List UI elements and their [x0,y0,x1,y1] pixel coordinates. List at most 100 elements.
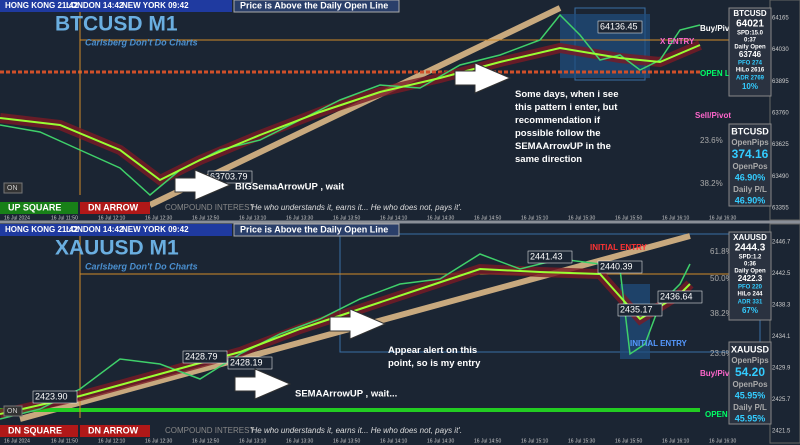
line-label: Sell/Pivot [695,111,731,120]
fib-label: 38.2% [710,309,733,318]
x-tick-label: 16 Jul 15:30 [568,215,595,221]
info-symbol: BTCUSD [733,9,767,18]
y-tick-label: 2425.7 [772,397,791,403]
x-tick-label: 16 Jul 13:50 [333,215,360,221]
x-tick-label: 16 Jul 15:10 [521,438,548,444]
x-tick-label: 16 Jul 14:30 [427,215,454,221]
fib-label: 38.2% [700,179,723,188]
y-tick-label: 2438.3 [772,303,791,309]
button [0,425,78,437]
status-bar [233,0,400,13]
x-tick-label: 16 Jul 13:10 [239,438,266,444]
arrow-icon [234,368,292,400]
x-tick-label: 16 Jul 15:50 [615,215,642,221]
info-box [728,231,772,321]
x-tick-label: 16 Jul 2024 [4,438,30,444]
info-pfo: PFO 220 [738,285,763,291]
arrow-icon [174,169,232,201]
note: BIGSemaArrowUP , wait [235,182,345,193]
line-label: X ENTRY [660,37,695,46]
info-timer: 0:37 [744,38,757,44]
price-axis [769,223,800,444]
pl-symbol: XAUUSD [731,344,770,354]
status-bar [233,223,400,237]
status: Price is Above the Daily Open Line [240,224,388,234]
x-tick-label: 16 Jul 13:30 [286,215,313,221]
pl-pips: 54.20 [735,365,765,379]
info-open: 2422.3 [738,274,763,283]
pl-pos: 45.95% [735,390,766,400]
pl-pos_label: OpenPos [732,380,768,389]
clock-bar [0,0,232,12]
note: SEMAArrowUP , wait... [295,389,397,400]
subtitle: Carlsberg Don't Do Charts [85,37,198,47]
info-pct: 67% [742,306,758,315]
button: ON [7,408,18,415]
note: Appear alert on this point, so is my ent… [388,345,481,369]
status: Price is Above the Daily Open Line [240,0,388,10]
quote: 'He who understands it, earns it... He w… [250,203,462,212]
info-box [728,7,772,97]
clock: HONG KONG 21:42 [5,1,78,10]
ma-line [0,44,701,182]
x-tick-label: 16 Jul 13:50 [333,438,360,444]
info-adr: ADR 2769 [736,76,765,82]
title: XAUUSD M1 [55,237,179,260]
clock: NEW YORK 09:42 [122,225,189,234]
button: DN ARROW [88,202,139,212]
fib-label: 23.6% [700,136,723,145]
x-tick-label: 16 Jul 16:30 [709,215,736,221]
x-tick-label: 16 Jul 12:30 [145,215,172,221]
price-axis [769,0,800,221]
x-tick-label: 16 Jul 12:50 [192,438,219,444]
x-tick-label: 16 Jul 14:10 [380,215,407,221]
x-tick-label: 16 Jul 12:50 [192,215,219,221]
clock: LONDON 14:42 [66,225,124,234]
y-tick-label: 63355 [772,206,789,212]
x-tick-label: 16 Jul 13:10 [239,215,266,221]
y-tick-label: 63625 [772,142,789,148]
y-tick-label: 64165 [772,16,789,22]
quote: 'He who understands it, earns it... He w… [250,426,462,435]
y-tick-label: 2434.1 [772,334,791,340]
button [80,202,150,214]
button: COMPOUND INTEREST [165,203,254,212]
price-tag [527,250,573,264]
info-price: 64021 [736,19,764,30]
price-tag [227,356,273,370]
price-label: 2441.43 [530,251,563,261]
info-open_label: Daily Open [734,45,766,51]
info-open: 63746 [739,50,762,59]
x-tick-label: 16 Jul 14:50 [474,215,501,221]
x-tick-label: 16 Jul 2024 [4,215,30,221]
price-label: 2428.79 [185,351,218,361]
fib-label: 50.0% [710,274,733,283]
price-label: 2435.17 [620,304,653,314]
line-label: INITIAL ENTRY [630,339,688,348]
button: DN SQUARE [8,425,62,435]
title: BTCUSD M1 [55,13,178,36]
x-tick-label: 16 Jul 16:10 [662,215,689,221]
price-label: 64136.45 [600,21,638,31]
x-tick-label: 16 Jul 15:50 [615,438,642,444]
arrow-icon [329,308,387,340]
info-hilo: HiLo 244 [737,292,763,298]
pl-symbol: BTCUSD [731,126,769,136]
x-tick-label: 16 Jul 11:50 [51,215,78,221]
price-label: 2423.90 [35,391,68,401]
button: ON [7,185,18,192]
button: COMPOUND INTEREST [165,426,254,435]
button [0,202,78,214]
pl-pips_label: OpenPips [731,138,769,147]
pl-box [728,341,772,425]
button-on [3,182,23,194]
info-hilo: HiLo 2616 [736,68,765,74]
price-label: 2440.39 [600,261,633,271]
note: Some days, when i see this pattern i ent… [515,89,619,165]
pl-daily_label: Daily P/L [733,185,767,194]
price-tag [182,350,228,364]
info-open_label: Daily Open [734,269,766,275]
x-tick-label: 16 Jul 16:30 [709,438,736,444]
